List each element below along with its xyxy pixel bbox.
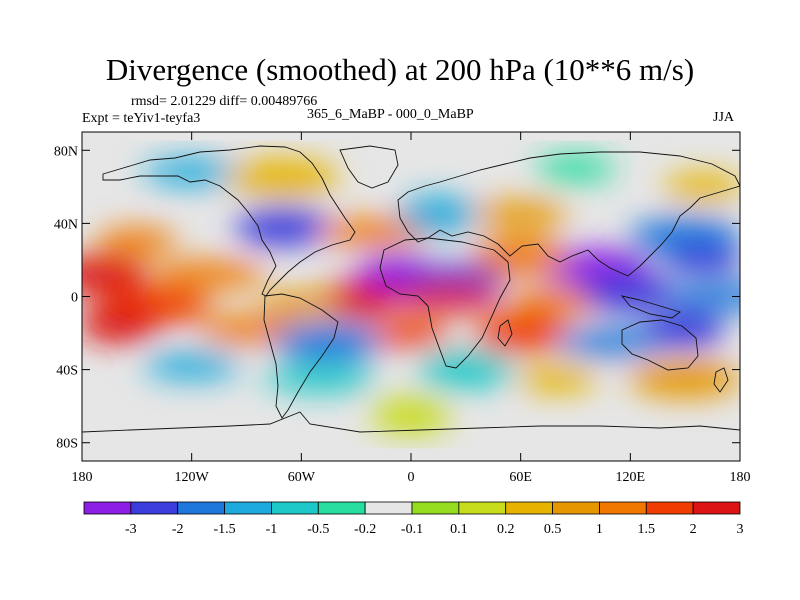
colorbar-label: -3 xyxy=(125,522,137,537)
coast-south-america xyxy=(263,293,339,419)
field-feature xyxy=(143,158,240,187)
field-feature xyxy=(645,310,726,349)
colorbar-swatch xyxy=(364,501,413,515)
colorbar-swatch xyxy=(692,501,741,515)
colorbar-label: 2 xyxy=(690,522,697,537)
field-feature xyxy=(509,287,606,316)
coast-africa xyxy=(379,237,511,369)
field-feature xyxy=(665,282,740,311)
colorbar-swatch xyxy=(130,501,179,515)
field-feature xyxy=(227,158,340,197)
colorbar-label: -0.2 xyxy=(354,522,376,537)
field-feature xyxy=(517,364,598,393)
colorbar-label: -2 xyxy=(172,522,184,537)
stats-text: rmsd= 2.01229 diff= 0.00489766 xyxy=(131,94,318,109)
colorbar-swatch xyxy=(271,501,319,515)
y-tick-label: 80S xyxy=(56,437,78,452)
field-feature xyxy=(371,319,451,348)
coast-eurasia xyxy=(397,151,740,277)
colorbar-swatch xyxy=(552,501,600,515)
y-tick-label: 40N xyxy=(54,217,78,232)
field-feature xyxy=(472,200,569,229)
field-feature xyxy=(318,218,431,247)
field-feature xyxy=(472,314,569,353)
colorbar-label: 3 xyxy=(737,522,744,537)
coast-north-america xyxy=(102,145,356,297)
colorbar-swatch xyxy=(317,501,366,515)
colorbar: -3 -2 -1.5 -1 -0.5 -0.2 -0.1 0.1 0.2 0.5 1 1.5 2 3 xyxy=(83,501,744,537)
colorbar-label: -1 xyxy=(266,522,278,537)
y-tick-label: 40S xyxy=(56,364,78,379)
colorbar-label: -0.1 xyxy=(401,522,423,537)
field-feature xyxy=(371,396,451,435)
field-feature xyxy=(472,237,569,276)
colorbar-label: -1.5 xyxy=(213,522,235,537)
continent-outlines xyxy=(82,145,740,433)
colorbar-label: 1.5 xyxy=(638,522,656,537)
coast-greenland xyxy=(339,145,399,189)
coast-new-zealand xyxy=(713,367,729,393)
field-feature xyxy=(261,291,342,320)
colorbar-label: 0.5 xyxy=(544,522,562,537)
field-feature xyxy=(417,350,514,389)
x-tick-label: 120W xyxy=(175,470,210,485)
field-feature xyxy=(391,282,504,311)
colorbar-swatch xyxy=(224,501,272,515)
experiment-text: Expt = teYiv1-teyfa3 xyxy=(82,111,201,126)
chart-title: Divergence (smoothed) at 200 hPa (10**6 … xyxy=(105,52,695,87)
field-feature xyxy=(263,364,376,393)
x-tick-label: 0 xyxy=(408,470,415,485)
field-feature xyxy=(153,260,266,289)
field-feature xyxy=(96,227,177,256)
x-tick-label: 120E xyxy=(616,470,646,485)
y-tick-label: 80N xyxy=(54,144,78,159)
coast-indonesia xyxy=(620,295,681,319)
colorbar-swatch xyxy=(177,501,225,515)
field-feature xyxy=(629,359,740,398)
x-tick-label: 60E xyxy=(509,470,532,485)
colorbar-swatch xyxy=(599,501,647,515)
field-feature xyxy=(535,154,616,183)
colorbar-label: -0.5 xyxy=(307,522,329,537)
field-feature xyxy=(198,315,295,344)
x-tick-label: 180 xyxy=(72,470,93,485)
coast-australia xyxy=(621,319,699,371)
divergence-field xyxy=(82,154,740,435)
coast-antarctica xyxy=(82,411,740,433)
field-feature xyxy=(663,172,740,201)
x-tick-label: 60W xyxy=(288,470,316,485)
colorbar-swatch xyxy=(645,501,694,515)
field-feature xyxy=(272,323,385,362)
colorbar-swatch xyxy=(458,501,507,515)
coast-madagascar xyxy=(497,319,513,347)
y-tick-label: 0 xyxy=(71,291,78,306)
colorbar-swatch xyxy=(411,501,460,515)
field-feature xyxy=(82,304,159,343)
field-feature xyxy=(582,273,679,312)
field-feature xyxy=(663,245,740,274)
difference-text: 365_6_MaBP - 000_0_MaBP xyxy=(307,107,474,122)
field-feature xyxy=(235,208,332,247)
field-feature xyxy=(629,217,740,256)
field-feature xyxy=(398,195,479,234)
field-feature xyxy=(556,328,669,357)
colorbar-swatch xyxy=(505,501,553,515)
x-tick-label: 180 xyxy=(730,470,751,485)
colorbar-label: 1 xyxy=(596,522,603,537)
colorbar-label: 0.2 xyxy=(497,522,515,537)
field-feature xyxy=(82,255,149,294)
colorbar-swatch xyxy=(83,501,132,515)
season-label: JJA xyxy=(713,110,735,125)
colorbar-label: 0.1 xyxy=(450,522,468,537)
field-feature xyxy=(143,351,240,380)
